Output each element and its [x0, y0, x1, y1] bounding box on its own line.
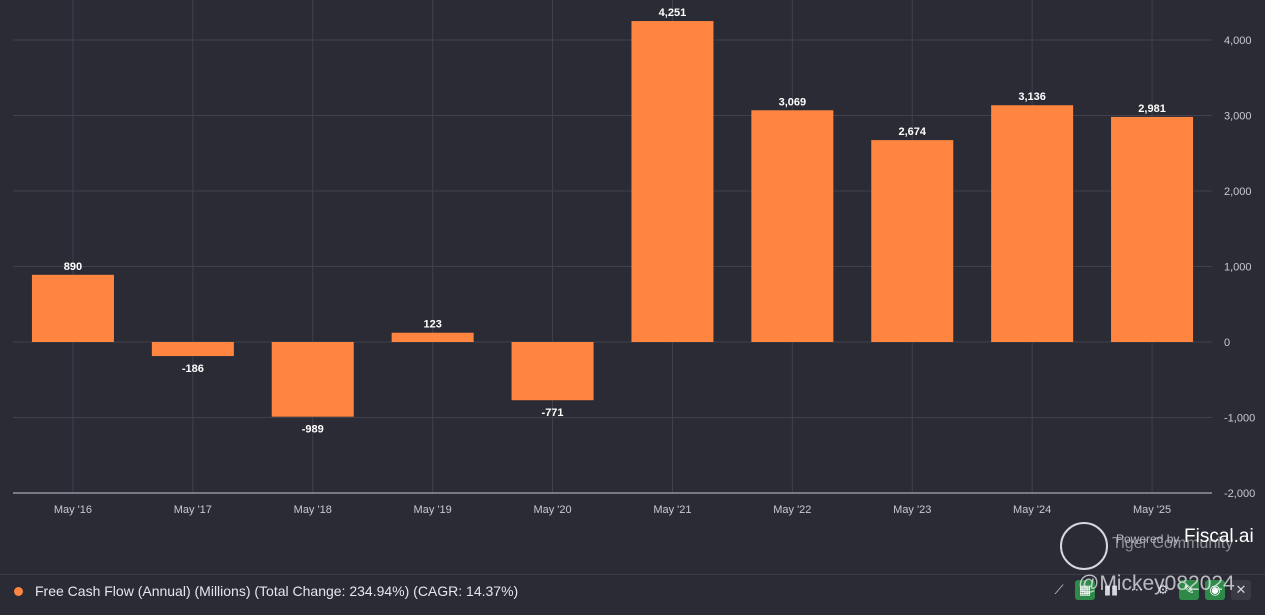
user-watermark: @Mickey082024: [1078, 572, 1235, 595]
settings-gear-icon[interactable]: ⚙: [1157, 582, 1169, 597]
data-label: -186: [182, 363, 204, 375]
x-tick-label: May '22: [773, 504, 811, 516]
bar: [871, 140, 954, 342]
data-label: 4,251: [659, 7, 687, 19]
bar: [751, 110, 834, 342]
data-label: 3,136: [1018, 91, 1046, 103]
bar: [151, 342, 234, 357]
data-label: -771: [542, 407, 564, 419]
x-tick-label: May '24: [1013, 504, 1051, 516]
data-label: 890: [64, 261, 82, 273]
more-menu-icon[interactable]: ⋯: [1130, 582, 1144, 597]
y-tick-label: -1,000: [1224, 413, 1255, 425]
data-label: 123: [423, 319, 441, 331]
brand-block: Tiger Community Powered by Fiscal.ai: [1060, 520, 1260, 570]
labels-layer: 4,000 3,000 2,000 1,000 0 -1,000 -2,000 890 May …: [54, 7, 1255, 516]
bar: [271, 342, 354, 417]
x-tick-label: May '20: [533, 504, 571, 516]
bar: [1111, 116, 1194, 342]
data-label: -989: [302, 424, 324, 436]
bar-chart: 4,000 3,000 2,000 1,000 0 -1,000 -2,000 890 May …: [13, 0, 1255, 516]
chart-footer: Free Cash Flow (Annual) (Millions) (Tota…: [0, 574, 1265, 615]
bar: [31, 274, 114, 342]
y-tick-label: 1,000: [1224, 262, 1252, 274]
table-icon[interactable]: ▦: [1075, 580, 1095, 600]
view-eye-icon[interactable]: ◉: [1205, 580, 1225, 600]
line-chart-icon[interactable]: ⟋: [1054, 582, 1064, 597]
fiscal-logo-text: Fiscal.ai: [1184, 526, 1254, 547]
bar: [511, 342, 594, 401]
data-label: 3,069: [779, 96, 807, 108]
data-label: 2,981: [1138, 103, 1166, 115]
community-watermark: Tiger Community: [1112, 535, 1234, 552]
bar-chart-icon[interactable]: ▮▮: [1103, 582, 1119, 597]
tiger-logo-icon: [1060, 522, 1108, 570]
x-tick-label: May '17: [174, 504, 212, 516]
x-tick-label: May '25: [1133, 504, 1171, 516]
y-tick-label: 0: [1224, 337, 1230, 349]
bar: [991, 105, 1074, 343]
bars-layer: [31, 21, 1194, 417]
x-tick-label: May '19: [414, 504, 452, 516]
edit-pencil-icon[interactable]: ✎: [1179, 580, 1199, 600]
legend-item[interactable]: Free Cash Flow (Annual) (Millions) (Tota…: [14, 583, 518, 599]
x-tick-label: May '18: [294, 504, 332, 516]
powered-by-text: Powered by: [1116, 532, 1180, 546]
x-tick-label: May '16: [54, 504, 92, 516]
x-tick-label: May '23: [893, 504, 931, 516]
legend-label: Free Cash Flow (Annual) (Millions) (Tota…: [35, 583, 519, 599]
bar: [631, 21, 714, 342]
close-icon[interactable]: ✕: [1231, 580, 1251, 600]
y-tick-label: -2,000: [1224, 488, 1255, 500]
y-tick-label: 2,000: [1224, 186, 1252, 198]
legend-dot: [14, 586, 23, 596]
bar: [391, 332, 474, 342]
chart-toolbar: ⟋ ▦ ▮▮ ⋯ ⚙ ✎ ◉ ✕: [1049, 580, 1251, 600]
y-tick-label: 3,000: [1224, 111, 1252, 123]
x-tick-label: May '21: [653, 504, 691, 516]
data-label: 2,674: [898, 126, 926, 138]
y-tick-label: 4,000: [1224, 35, 1252, 47]
